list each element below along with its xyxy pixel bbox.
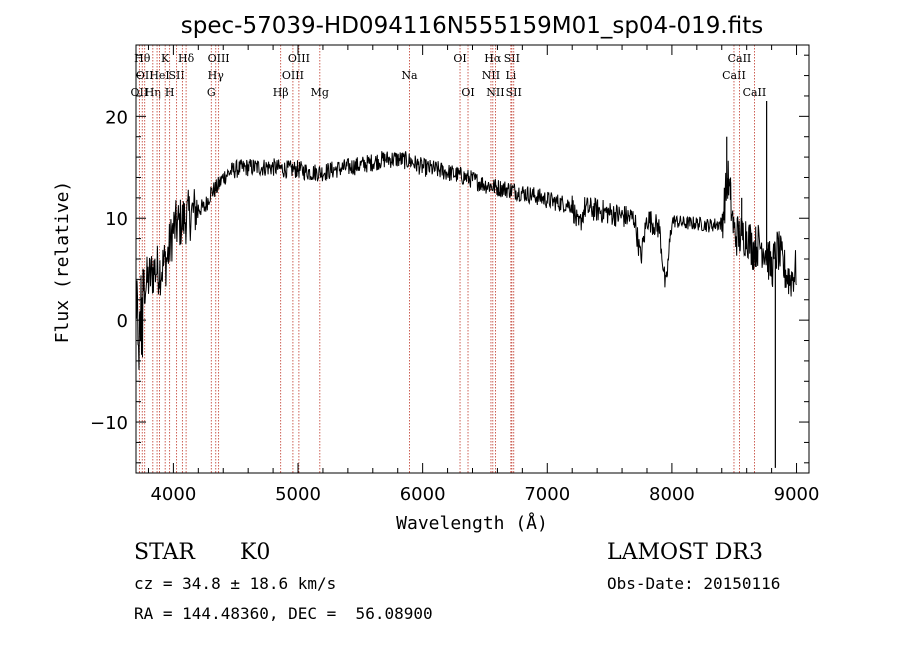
x-axis-label: Wavelength (Å): [396, 512, 548, 534]
object-class: STAR: [134, 540, 195, 565]
marker-label: Hθ: [134, 52, 151, 65]
spectrum-series: [135, 101, 797, 468]
marker-label: SII: [169, 69, 185, 82]
marker-label: OIII: [288, 52, 310, 65]
spectrum-line: [135, 151, 797, 370]
x-tick-label: 6000: [400, 484, 446, 505]
marker-label: SII: [506, 86, 522, 99]
x-tick-label: 8000: [649, 484, 695, 505]
marker-label: CaII: [722, 69, 746, 82]
marker-label: Hβ: [273, 86, 289, 99]
marker-label: Hγ: [208, 69, 225, 82]
marker-label: Hα: [484, 52, 502, 65]
marker-label: Li: [505, 69, 516, 82]
marker-label: OII: [136, 69, 154, 82]
radec-text: RA = 144.48360, DEC = 56.08900: [134, 604, 433, 623]
y-tick-label: −10: [90, 413, 128, 434]
marker-label: H: [165, 86, 175, 99]
y-tick-label: 0: [117, 311, 128, 332]
marker-label: NII: [486, 86, 504, 99]
survey-name: LAMOST DR3: [607, 540, 763, 565]
marker-label: Hη: [145, 86, 161, 99]
marker-label: Na: [401, 69, 418, 82]
marker-label: OII: [131, 86, 149, 99]
y-tick-label: 20: [105, 107, 128, 128]
marker-label: OI: [461, 86, 474, 99]
marker-label: Mg: [311, 86, 329, 99]
y-tick-label: 10: [105, 209, 128, 230]
marker-label: CaII: [728, 52, 752, 65]
marker-label: G: [207, 86, 216, 99]
y-axis-label: Flux (relative): [52, 181, 73, 344]
marker-label: OIII: [208, 52, 230, 65]
axis-ticks: 4000 5000 6000 7000 8000 9000 −10 0 10 20: [90, 45, 819, 505]
marker-label: Hδ: [178, 52, 195, 65]
marker-label: CaII: [743, 86, 767, 99]
obs-date-text: Obs-Date: 20150116: [607, 574, 781, 593]
marker-label: NII: [482, 69, 500, 82]
chart-title: spec-57039-HD094116N555159M01_sp04-019.f…: [181, 13, 763, 39]
plot-frame: [135, 44, 810, 474]
x-tick-label: 4000: [150, 484, 196, 505]
object-subclass: K0: [240, 540, 271, 565]
marker-label: OI: [453, 52, 466, 65]
marker-label: OIII: [282, 69, 304, 82]
marker-label: SII: [504, 52, 520, 65]
line-markers: OIIHθOIIHηHeIKHSIIHδGHγOIIIHβOIIIOIIIMgN…: [131, 45, 767, 473]
redshift-text: cz = 34.8 ± 18.6 km/s: [134, 574, 337, 593]
x-tick-label: 9000: [774, 484, 820, 505]
marker-label: HeI: [149, 69, 169, 82]
x-tick-label: 7000: [524, 484, 570, 505]
marker-label: K: [161, 52, 170, 65]
x-tick-label: 5000: [275, 484, 321, 505]
